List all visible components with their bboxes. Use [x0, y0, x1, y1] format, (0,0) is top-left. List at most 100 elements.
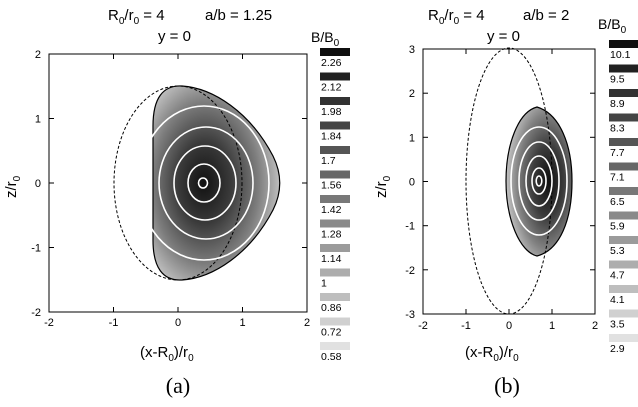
colorbar-b: 10.1 9.5 8.9 8.3 7.7 7.1 6.5 5.9 5.3 4.7 4.1 3.5 2.9 — [609, 40, 638, 355]
xlabel-b: (x-R0)/r0 — [465, 344, 519, 364]
field-region-a — [152, 85, 281, 281]
ytick-label: -1 — [405, 221, 415, 233]
colorbar-swatch — [320, 244, 350, 252]
ytick-label: 0 — [35, 178, 41, 190]
colorbar-label: 1.7 — [321, 155, 336, 167]
colorbar-label: 1.42 — [321, 204, 342, 216]
xtick-label: -2 — [418, 320, 428, 332]
xtick-label: -2 — [44, 317, 54, 329]
colorbar-swatch — [320, 97, 350, 105]
colorbar-label: 8.9 — [610, 98, 625, 110]
caption-a: (a) — [166, 373, 190, 398]
xtick-label: 0 — [506, 320, 512, 332]
colorbar-swatch — [609, 309, 638, 318]
ytick-label: -2 — [31, 307, 41, 319]
xtick-label: -1 — [461, 320, 471, 332]
contour-b-3 — [525, 155, 553, 207]
ytick-label: 0 — [409, 177, 415, 189]
subtitle-a: y = 0 — [158, 28, 191, 45]
colorbar-swatch — [609, 187, 638, 195]
colorbar-swatch — [609, 285, 638, 293]
colorbar-label: 0.58 — [321, 351, 342, 363]
colorbar-swatch — [320, 72, 350, 81]
colorbar-swatch — [609, 211, 638, 220]
colorbar-swatch — [320, 121, 350, 130]
colorbar-swatch — [320, 317, 350, 326]
caption-b: (b) — [494, 373, 520, 398]
title-a: R0/r0 = 4 — [108, 7, 165, 27]
xtick-label: -1 — [109, 317, 119, 329]
colorbar-swatch — [609, 138, 638, 146]
ytick-label: 2 — [409, 88, 415, 100]
xtick-label: 2 — [592, 320, 598, 332]
ytick-label: -2 — [405, 265, 415, 277]
panel-a: R0/r0 = 4 a/b = 1.25 y = 0 -2 -1 0 1 2 — [3, 7, 350, 398]
ticks-b — [422, 48, 596, 315]
colorbar-label: 6.5 — [610, 196, 625, 208]
ytick-label: -1 — [31, 243, 41, 255]
colorbar-title-a: B/B0 — [311, 29, 340, 49]
colorbar-swatch — [320, 268, 350, 277]
colorbar-swatch — [320, 219, 350, 228]
colorbar-swatch — [609, 89, 638, 97]
colorbar-swatch — [609, 260, 638, 269]
xtick-label: 0 — [175, 317, 181, 329]
colorbar-label: 1.84 — [321, 131, 342, 143]
colorbar-swatch — [609, 236, 638, 244]
colorbar-label: 8.3 — [610, 123, 625, 135]
colorbar-a: 2.26 2.12 1.98 1.84 1.7 1.56 1.42 1.28 1.14 1 0.86… — [320, 48, 350, 363]
contour-a-5 — [197, 177, 209, 189]
contour-a-1 — [138, 105, 270, 261]
ytick-label: 2 — [35, 49, 41, 61]
contour-a-3 — [173, 145, 237, 221]
panel-b: R0/r0 = 4 a/b = 2 y = 0 -2 -1 0 1 2 -3 -… — [373, 7, 638, 398]
colorbar-swatch — [609, 113, 638, 122]
contour-b-5 — [535, 175, 543, 187]
colorbar-label: 5.9 — [610, 221, 625, 233]
contour-a-2 — [158, 126, 254, 240]
contour-b-2 — [518, 141, 560, 221]
colorbar-label: 4.7 — [610, 270, 625, 282]
xtick-label: 2 — [304, 317, 310, 329]
colorbar-label: 0.72 — [321, 327, 342, 339]
contour-b-4 — [531, 167, 547, 195]
colorbar-swatch — [609, 162, 638, 171]
colorbar-swatch — [320, 293, 350, 301]
reference-circle-a — [113, 85, 243, 281]
colorbar-label: 5.3 — [610, 245, 625, 257]
colorbar-label: 1 — [321, 278, 327, 290]
colorbar-swatch — [320, 195, 350, 203]
xlabel-a: (x-R0)/r0 — [140, 344, 194, 364]
colorbar-label: 9.5 — [610, 74, 625, 86]
colorbar-label: 10.1 — [610, 49, 631, 61]
contour-a-4 — [187, 163, 221, 203]
colorbar-label: 2.26 — [321, 57, 342, 69]
colorbar-title-b: B/B0 — [598, 16, 627, 36]
aspect-label-a: a/b = 1.25 — [205, 7, 272, 24]
colorbar-label: 7.1 — [610, 172, 625, 184]
colorbar-label: 0.86 — [321, 302, 342, 314]
colorbar-swatch — [320, 170, 350, 179]
colorbar-label: 4.1 — [610, 294, 625, 306]
xtick-label: 1 — [239, 317, 245, 329]
ylabel-b: z/r0 — [373, 175, 393, 198]
colorbar-label: 1.56 — [321, 180, 342, 192]
colorbar-swatch — [320, 146, 350, 154]
ytick-label: 1 — [35, 114, 41, 126]
ylabel-a: z/r0 — [3, 175, 23, 198]
colorbar-swatch — [609, 64, 638, 73]
contours-a — [138, 105, 270, 261]
xtick-label: 1 — [549, 320, 555, 332]
colorbar-label: 2.12 — [321, 82, 342, 94]
colorbar-label: 1.98 — [321, 106, 342, 118]
colorbar-swatch — [320, 48, 350, 56]
colorbar-label: 1.28 — [321, 229, 342, 241]
title-b: R0/r0 = 4 — [428, 7, 485, 27]
colorbar-swatch — [609, 40, 638, 48]
aspect-label-b: a/b = 2 — [523, 7, 569, 24]
ytick-label: -3 — [405, 309, 415, 321]
colorbar-swatch — [609, 334, 638, 342]
ytick-label: 3 — [409, 44, 415, 56]
colorbar-label: 3.5 — [610, 319, 625, 331]
